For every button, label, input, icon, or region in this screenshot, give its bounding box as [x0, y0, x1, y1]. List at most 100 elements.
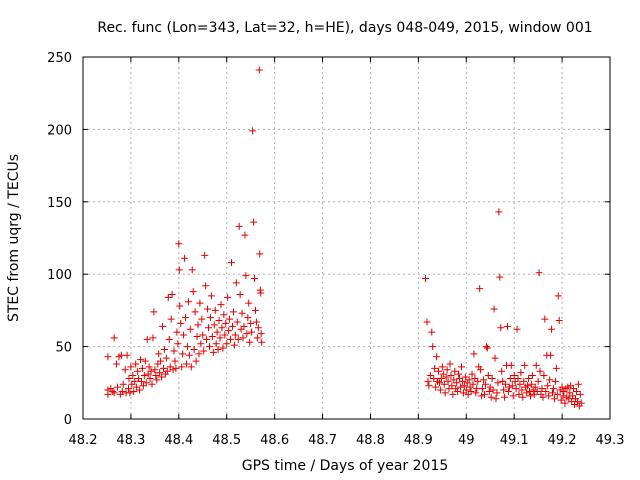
data-point — [497, 324, 505, 332]
data-point — [258, 338, 266, 346]
data-point — [466, 383, 474, 391]
data-point — [461, 373, 469, 381]
data-point — [456, 374, 464, 382]
data-point — [244, 314, 252, 322]
data-point — [222, 319, 230, 327]
data-point — [125, 385, 133, 393]
data-point — [160, 345, 168, 353]
data-point — [246, 338, 254, 346]
data-point — [437, 374, 445, 382]
data-point — [257, 330, 265, 338]
data-point — [469, 380, 477, 388]
data-point — [565, 395, 573, 403]
data-point — [500, 386, 508, 394]
data-point — [192, 357, 200, 365]
data-point — [454, 387, 462, 395]
data-point — [165, 335, 173, 343]
data-point — [527, 380, 535, 388]
data-point — [152, 372, 160, 380]
data-point — [517, 369, 525, 377]
data-point — [221, 331, 229, 339]
data-point — [441, 389, 449, 397]
data-point — [217, 301, 225, 309]
data-point — [424, 377, 432, 385]
data-point — [149, 334, 157, 342]
data-point — [462, 386, 470, 394]
data-point — [123, 351, 131, 359]
data-point — [476, 285, 484, 293]
data-point — [534, 377, 542, 385]
data-point — [431, 364, 439, 372]
data-point — [448, 382, 456, 390]
data-point — [471, 374, 479, 382]
data-point — [184, 298, 192, 306]
data-point — [488, 374, 496, 382]
data-point — [542, 387, 550, 395]
data-point — [445, 385, 453, 393]
data-point — [494, 379, 502, 387]
plot-frame — [82, 56, 611, 420]
data-point — [531, 383, 539, 391]
x-tick-label: 48.2 — [69, 433, 98, 448]
data-point — [539, 393, 547, 401]
data-point — [176, 302, 184, 310]
y-tick-label: 0 — [64, 413, 72, 428]
data-point — [422, 275, 430, 283]
data-point — [573, 398, 581, 406]
data-point — [514, 374, 522, 382]
data-point — [492, 395, 500, 403]
data-point — [472, 389, 480, 397]
data-point — [216, 334, 224, 342]
data-point — [186, 325, 194, 333]
data-point — [538, 385, 546, 393]
data-point — [172, 364, 180, 372]
data-point — [250, 218, 258, 226]
data-point — [143, 335, 151, 343]
data-point — [229, 308, 237, 316]
data-point — [438, 363, 446, 371]
data-point — [572, 387, 580, 395]
x-tick-label: 48.8 — [356, 433, 385, 448]
data-point — [228, 259, 236, 267]
data-point — [144, 370, 152, 378]
data-point — [205, 343, 213, 351]
data-point — [137, 377, 145, 385]
data-point — [245, 299, 253, 307]
data-point — [139, 382, 147, 390]
data-point — [532, 361, 540, 369]
data-point — [159, 322, 167, 330]
data-point — [215, 317, 223, 325]
data-point — [553, 390, 561, 398]
data-point — [197, 340, 205, 348]
data-point — [451, 367, 459, 375]
data-point — [551, 377, 559, 385]
data-point — [479, 385, 487, 393]
x-tick-label: 48.5 — [212, 433, 241, 448]
data-point — [162, 354, 170, 362]
data-point — [136, 356, 144, 364]
data-point — [480, 376, 488, 384]
data-point — [251, 275, 259, 283]
data-point — [156, 369, 164, 377]
axis-ticks — [82, 56, 611, 420]
data-point — [218, 324, 226, 332]
data-point — [171, 357, 179, 365]
data-point — [146, 374, 154, 382]
data-point — [208, 332, 216, 340]
y-tick-label: 50 — [55, 341, 72, 356]
data-point — [142, 379, 150, 387]
data-point — [257, 289, 265, 297]
data-point — [243, 330, 251, 338]
data-point — [154, 360, 162, 368]
data-point — [439, 370, 447, 378]
data-point — [457, 383, 465, 391]
data-point — [135, 374, 143, 382]
data-point — [525, 374, 533, 382]
data-point — [561, 399, 569, 407]
data-point — [169, 366, 177, 374]
data-point — [443, 366, 451, 374]
data-point — [133, 383, 141, 391]
data-point — [182, 314, 190, 322]
data-point — [113, 360, 121, 368]
x-tick-label: 48.7 — [308, 433, 337, 448]
